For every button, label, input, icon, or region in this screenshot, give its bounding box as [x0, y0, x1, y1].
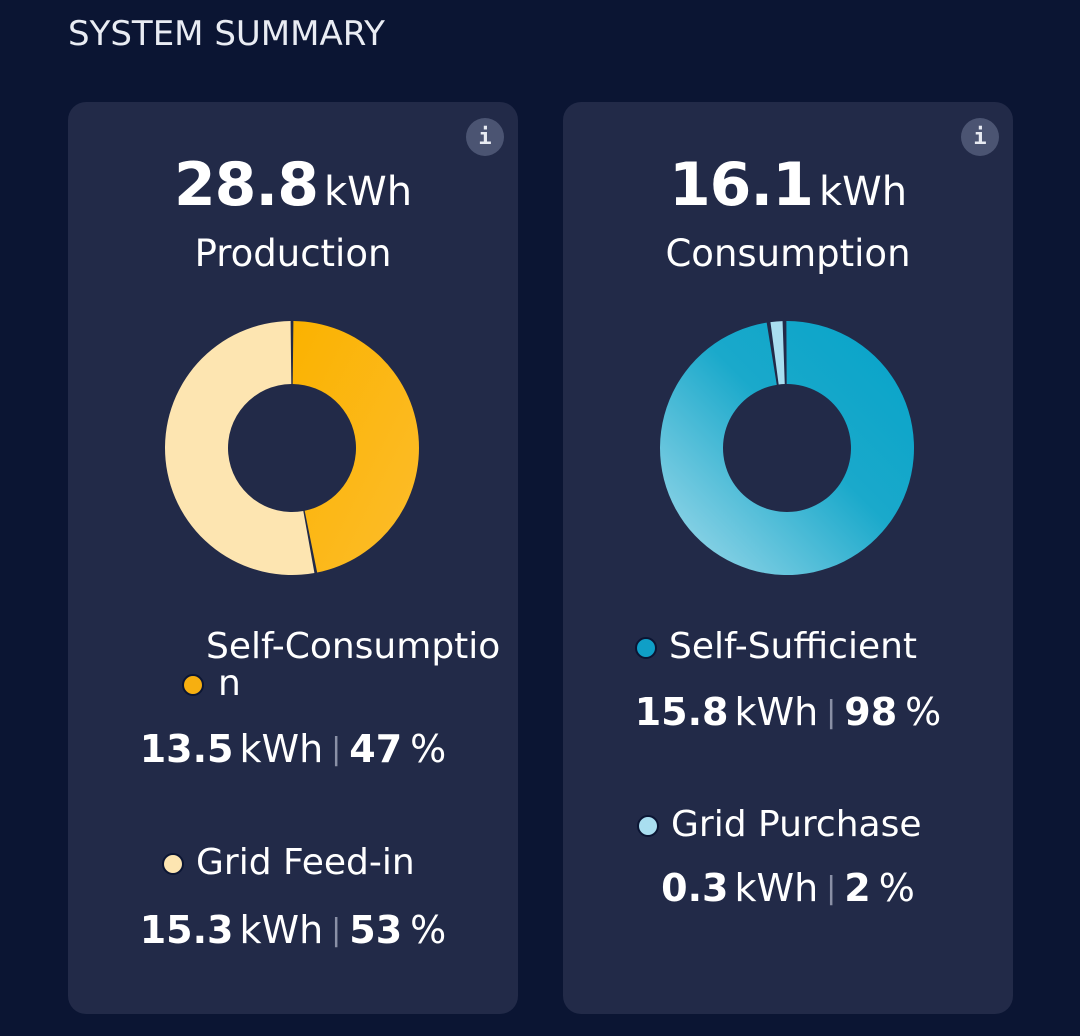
self-consumption-percent: 47 [349, 727, 403, 771]
legend-self-sufficient-label: Self-Sufficient [669, 626, 918, 667]
consumption-total-unit: kWh [818, 169, 908, 215]
production-total-value: 28.8 [173, 150, 319, 220]
consumption-label: Consumption [665, 232, 911, 275]
production-total-unit: kWh [323, 169, 413, 215]
grid-feed-in-percent: 53 [349, 908, 403, 952]
consumption-total: 16.1 kWh [563, 150, 1013, 220]
self-sufficient-kwh: 15.8 [634, 690, 729, 734]
grid-purchase-percent: 2 [844, 866, 871, 910]
production-label: Production [194, 232, 392, 275]
self-consumption-dot [182, 674, 204, 696]
legend-self-sufficient: Self-Sufficient [635, 626, 917, 667]
consumption-total-value: 16.1 [668, 150, 814, 220]
self-consumption-kwh: 13.5 [139, 727, 234, 771]
self-consumption-percent-unit: % [410, 727, 447, 771]
separator: | [331, 913, 342, 948]
production-segment-self-consumption [292, 321, 419, 573]
grid-feed-in-value: 15.3 kWh | 53% [68, 908, 518, 952]
production-segment-grid-feed-in [164, 321, 315, 575]
consumption-segment-grid-purchase [770, 321, 785, 385]
self-sufficient-percent: 98 [844, 690, 898, 734]
legend-grid-purchase: Grid Purchase [637, 804, 921, 845]
grid-purchase-percent-unit: % [878, 866, 915, 910]
production-total: 28.8 kWh [68, 150, 518, 220]
consumption-donut [660, 321, 914, 575]
self-consumption-value: 13.5 kWh | 47% [68, 727, 518, 771]
production-donut [164, 321, 419, 575]
legend-grid-purchase-label: Grid Purchase [671, 804, 922, 845]
grid-feed-in-unit: kWh [239, 908, 324, 952]
production-card: i 28.8 kWh Production Self-Consumptio n 1… [68, 102, 518, 1014]
consumption-segment-self-sufficient [660, 321, 914, 575]
grid-purchase-dot [637, 815, 659, 837]
legend-grid-feed-in-label: Grid Feed-in [196, 842, 415, 883]
legend-self-consumption-label-wrap: n [218, 663, 241, 704]
consumption-card: i 16.1 kWh Consumption Self-Sufficient 15… [563, 102, 1013, 1014]
grid-feed-in-percent-unit: % [410, 908, 447, 952]
grid-purchase-value: 0.3 kWh | 2% [563, 866, 1013, 910]
separator: | [826, 871, 837, 906]
legend-grid-feed-in: Grid Feed-in [162, 842, 415, 883]
grid-feed-in-kwh: 15.3 [139, 908, 234, 952]
separator: | [826, 695, 837, 730]
self-consumption-unit: kWh [239, 727, 324, 771]
self-sufficient-unit: kWh [734, 690, 819, 734]
grid-feed-in-dot [162, 853, 184, 875]
self-sufficient-dot [635, 637, 657, 659]
separator: | [331, 732, 342, 767]
grid-purchase-kwh: 0.3 [661, 866, 729, 910]
self-sufficient-value: 15.8 kWh | 98% [563, 690, 1013, 734]
legend-self-consumption-label: Self-Consumptio [206, 626, 501, 667]
self-sufficient-percent-unit: % [905, 690, 942, 734]
info-icon[interactable]: i [961, 118, 999, 156]
grid-purchase-unit: kWh [734, 866, 819, 910]
legend-self-consumption: Self-Consumptio n [148, 626, 500, 704]
info-icon[interactable]: i [466, 118, 504, 156]
section-title: SYSTEM SUMMARY [68, 14, 385, 54]
